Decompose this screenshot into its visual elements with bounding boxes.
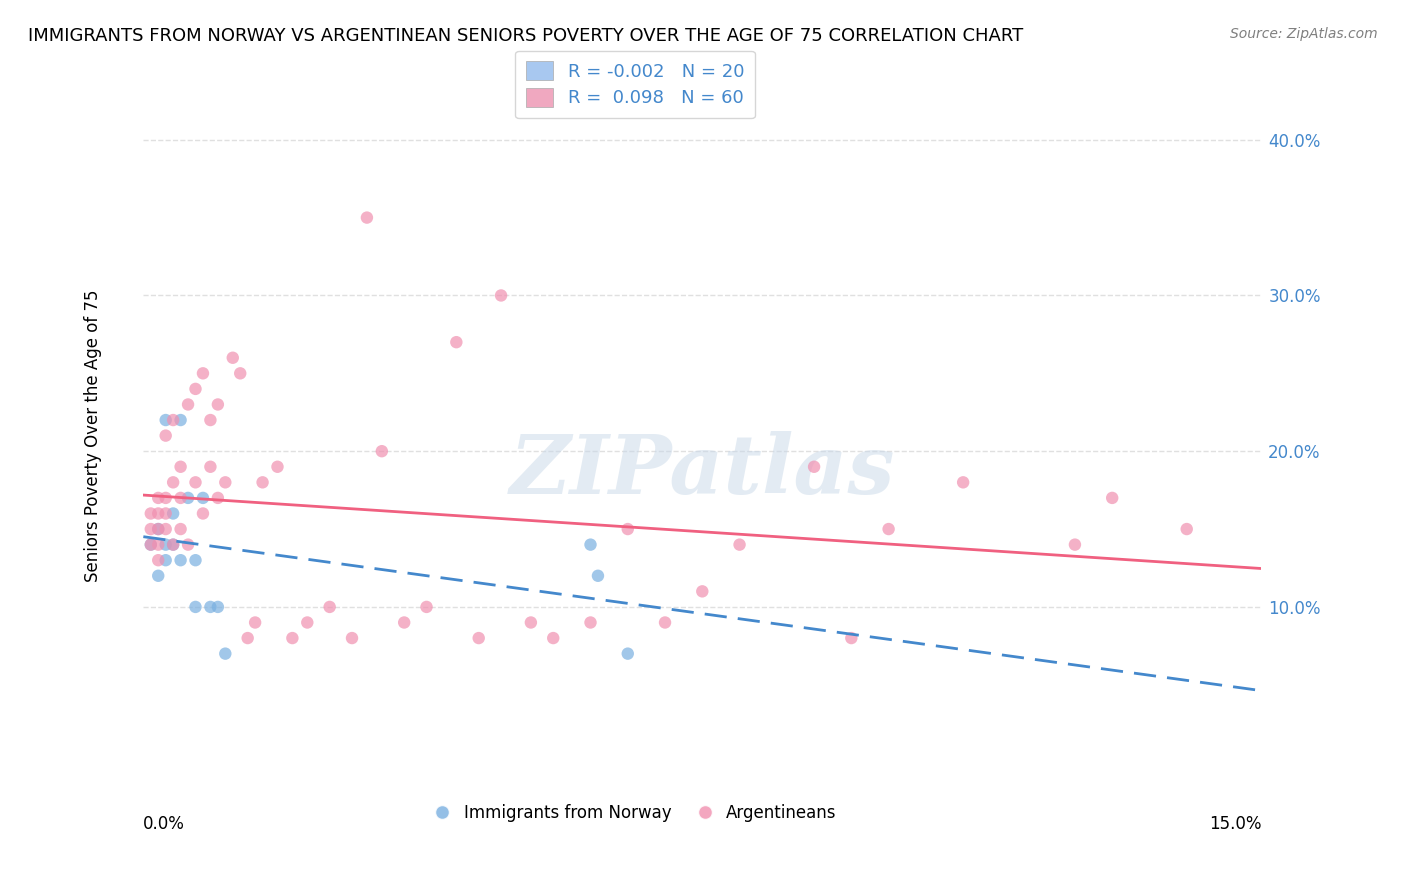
Point <box>356 211 378 225</box>
Point <box>579 538 602 552</box>
Point <box>148 568 170 582</box>
Point <box>191 367 214 381</box>
Point <box>728 538 751 552</box>
Point <box>155 553 177 567</box>
Point <box>162 413 184 427</box>
Point <box>162 538 184 552</box>
Point <box>155 507 177 521</box>
Point <box>155 413 177 427</box>
Point <box>281 631 304 645</box>
Point <box>877 522 900 536</box>
Point <box>148 522 170 536</box>
Point <box>155 538 177 552</box>
Point <box>169 553 191 567</box>
Point <box>162 538 184 552</box>
Point <box>169 459 191 474</box>
Point <box>148 522 170 536</box>
Point <box>446 335 468 350</box>
Point <box>236 631 259 645</box>
Point <box>952 475 974 490</box>
Point <box>155 428 177 442</box>
Point <box>243 615 266 630</box>
Text: IMMIGRANTS FROM NORWAY VS ARGENTINEAN SENIORS POVERTY OVER THE AGE OF 75 CORRELA: IMMIGRANTS FROM NORWAY VS ARGENTINEAN SE… <box>28 27 1024 45</box>
Point <box>214 475 236 490</box>
Point <box>616 647 638 661</box>
Point <box>266 459 288 474</box>
Point <box>467 631 489 645</box>
Point <box>148 507 170 521</box>
Legend: Immigrants from Norway, Argentineans: Immigrants from Norway, Argentineans <box>427 797 844 829</box>
Point <box>155 491 177 505</box>
Point <box>184 475 207 490</box>
Point <box>184 382 207 396</box>
Text: 0.0%: 0.0% <box>143 815 186 833</box>
Point <box>690 584 713 599</box>
Point <box>371 444 394 458</box>
Point <box>229 367 252 381</box>
Point <box>541 631 564 645</box>
Point <box>207 599 229 614</box>
Point <box>184 599 207 614</box>
Point <box>214 647 236 661</box>
Point <box>392 615 415 630</box>
Point <box>148 553 170 567</box>
Point <box>803 459 825 474</box>
Point <box>616 522 638 536</box>
Point <box>139 538 162 552</box>
Point <box>162 507 184 521</box>
Point <box>184 553 207 567</box>
Point <box>177 538 200 552</box>
Point <box>520 615 543 630</box>
Text: Seniors Poverty Over the Age of 75: Seniors Poverty Over the Age of 75 <box>84 289 103 582</box>
Point <box>207 491 229 505</box>
Point <box>148 538 170 552</box>
Point <box>148 491 170 505</box>
Point <box>318 599 340 614</box>
Point <box>177 491 200 505</box>
Point <box>169 491 191 505</box>
Point <box>654 615 676 630</box>
Point <box>191 507 214 521</box>
Point <box>200 459 222 474</box>
Text: 15.0%: 15.0% <box>1209 815 1261 833</box>
Point <box>162 475 184 490</box>
Text: ZIPatlas: ZIPatlas <box>509 432 896 511</box>
Text: Source: ZipAtlas.com: Source: ZipAtlas.com <box>1230 27 1378 41</box>
Point <box>139 538 162 552</box>
Point <box>207 397 229 411</box>
Point <box>841 631 863 645</box>
Point <box>139 507 162 521</box>
Point <box>169 413 191 427</box>
Point <box>579 615 602 630</box>
Point <box>297 615 319 630</box>
Point <box>200 413 222 427</box>
Point <box>415 599 437 614</box>
Point <box>586 568 609 582</box>
Point <box>200 599 222 614</box>
Point <box>191 491 214 505</box>
Point <box>1064 538 1087 552</box>
Point <box>155 522 177 536</box>
Point <box>1175 522 1198 536</box>
Point <box>169 522 191 536</box>
Point <box>340 631 363 645</box>
Point <box>222 351 245 365</box>
Point <box>177 397 200 411</box>
Point <box>252 475 274 490</box>
Point <box>139 522 162 536</box>
Point <box>489 288 512 302</box>
Point <box>1101 491 1123 505</box>
